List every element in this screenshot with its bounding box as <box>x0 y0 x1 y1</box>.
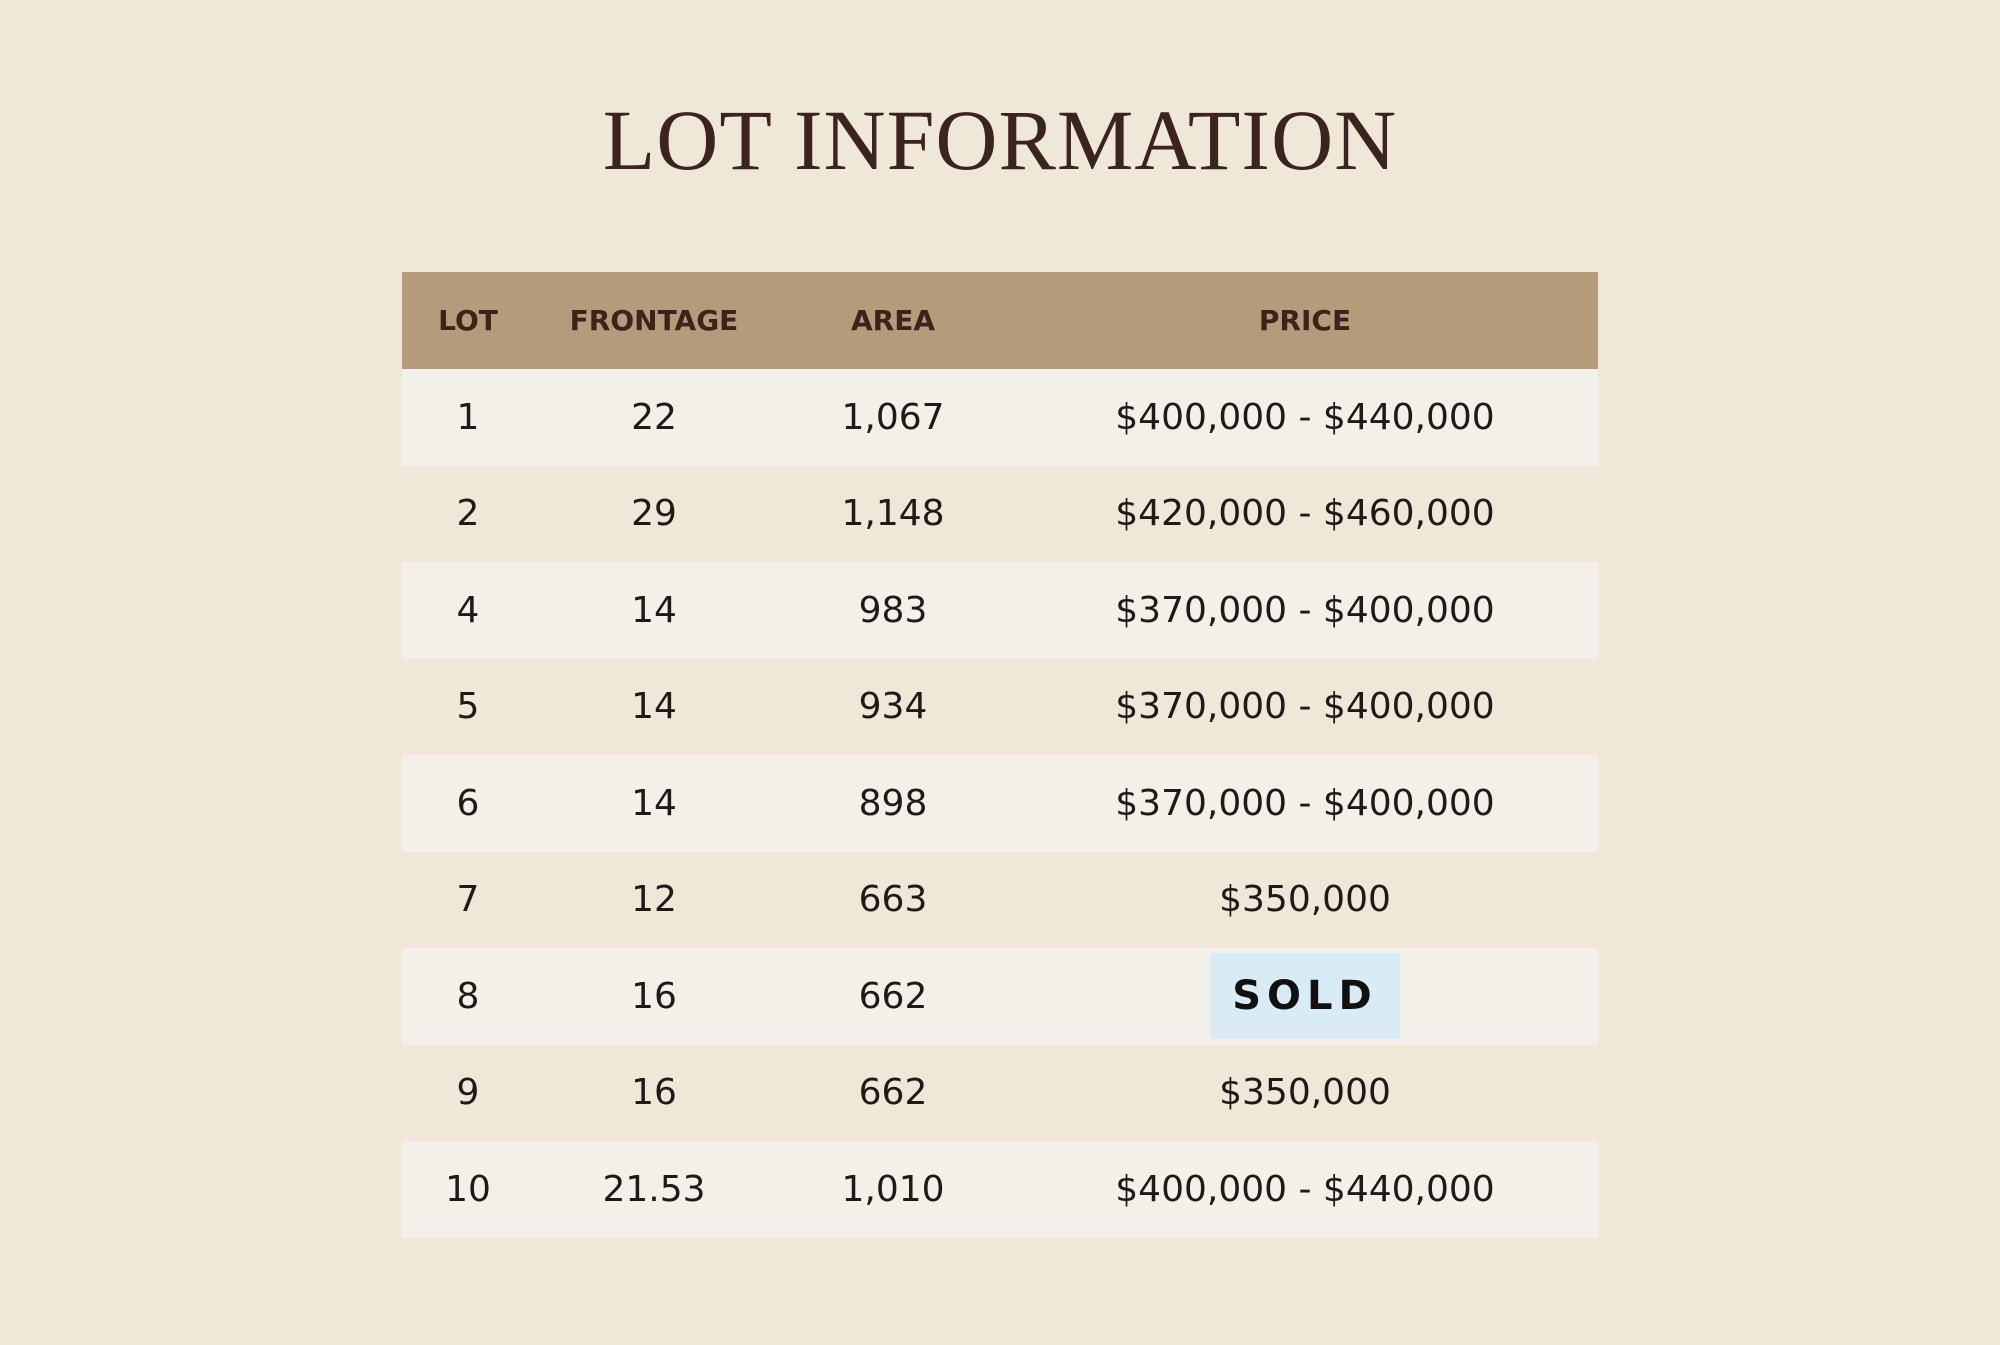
cell: $420,000 - $460,000 <box>1115 493 1495 535</box>
cell: $370,000 - $400,000 <box>1115 782 1495 824</box>
cell: $350,000 <box>1219 1072 1391 1114</box>
cell: 1 <box>456 396 480 438</box>
cell: $400,000 - $440,000 <box>1115 396 1495 438</box>
cell: 1,067 <box>841 396 945 438</box>
cell: 2 <box>456 493 480 535</box>
cell: 662 <box>858 975 928 1017</box>
table-row: 4 14 983 $370,000 - $400,000 <box>402 562 1598 659</box>
cell: 22 <box>631 396 677 438</box>
cell: 14 <box>631 589 677 631</box>
cell: 7 <box>456 879 480 921</box>
cell: 21.53 <box>602 1168 706 1210</box>
cell: 5 <box>456 686 480 728</box>
column-header: LOT <box>438 304 498 337</box>
cell: 9 <box>456 1072 480 1114</box>
cell: 663 <box>858 879 928 921</box>
table-row: 2 29 1,148 $420,000 - $460,000 <box>402 466 1598 563</box>
table-row: 6 14 898 $370,000 - $400,000 <box>402 755 1598 852</box>
cell: 6 <box>456 782 480 824</box>
cell: 16 <box>631 975 677 1017</box>
table-row: 9 16 662 $350,000 <box>402 1045 1598 1142</box>
cell: 14 <box>631 782 677 824</box>
cell: 662 <box>858 1072 928 1114</box>
table-header: LOT FRONTAGE AREA PRICE <box>402 272 1598 369</box>
cell: $370,000 - $400,000 <box>1115 686 1495 728</box>
cell: 1,148 <box>841 493 945 535</box>
cell: $370,000 - $400,000 <box>1115 589 1495 631</box>
cell: $350,000 <box>1219 879 1391 921</box>
sold-badge: SOLD <box>1210 953 1400 1040</box>
column-header: FRONTAGE <box>569 304 739 337</box>
cell: 10 <box>445 1168 491 1210</box>
cell: 16 <box>631 1072 677 1114</box>
cell: 1,010 <box>841 1168 945 1210</box>
cell: 29 <box>631 493 677 535</box>
cell: 898 <box>858 782 928 824</box>
table-row: 5 14 934 $370,000 - $400,000 <box>402 659 1598 756</box>
column-header: AREA <box>850 304 936 337</box>
lot-table: LOT FRONTAGE AREA PRICE 1 22 1,067 $400,000… <box>402 272 1598 1238</box>
table-row: 1 22 1,067 $400,000 - $440,000 <box>402 369 1598 466</box>
cell: 14 <box>631 686 677 728</box>
page-title: LOT INFORMATION <box>602 92 1398 188</box>
cell: 934 <box>858 686 928 728</box>
cell: 8 <box>456 975 480 1017</box>
table-row: 7 12 663 $350,000 <box>402 852 1598 949</box>
table-row: 10 21.53 1,010 $400,000 - $440,000 <box>402 1141 1598 1238</box>
cell: 4 <box>456 589 480 631</box>
column-header: PRICE <box>1258 304 1352 337</box>
table-row: 8 16 662 SOLD <box>402 948 1598 1045</box>
cell: 12 <box>631 879 677 921</box>
cell: $400,000 - $440,000 <box>1115 1168 1495 1210</box>
cell: 983 <box>858 589 928 631</box>
cell: SOLD <box>1012 953 1598 1040</box>
